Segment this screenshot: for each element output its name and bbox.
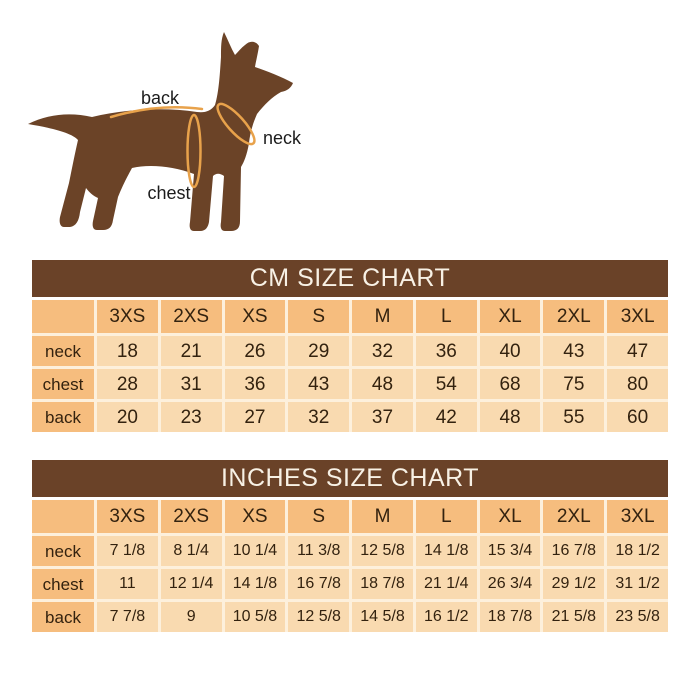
cm-neck-xl-value: 40	[479, 336, 541, 366]
inches-row-label-back: back	[32, 602, 94, 632]
inches-size-chart: INCHES SIZE CHART 3XS 2XS XS S M L XL 2XL 3XL nec…	[32, 460, 668, 632]
cm-back-3xs-value: 20	[97, 402, 158, 432]
cm-size-header-l: L	[415, 300, 477, 333]
inches-size-header-m: M	[352, 500, 413, 533]
cm-back-xl-value: 48	[479, 402, 541, 432]
cm-chest-m-value: 48	[352, 369, 413, 399]
cm-size-header-3xl: 3XL	[607, 300, 668, 333]
inches-neck-2xl-value: 16 7/8	[543, 536, 605, 566]
inches-neck-xl-value: 15 3/4	[479, 536, 541, 566]
chest-measurement-ellipse	[186, 113, 202, 189]
inches-back-xs-value: 10 5/8	[224, 602, 286, 632]
inches-neck-3xs-value: 7 1/8	[97, 536, 158, 566]
cm-size-header-xs: XS	[224, 300, 286, 333]
inches-back-2xl-value: 21 5/8	[543, 602, 605, 632]
inches-chest-2xl-value: 29 1/2	[543, 569, 605, 599]
cm-size-header-2xs: 2XS	[160, 300, 222, 333]
cm-size-header-xl: XL	[479, 300, 541, 333]
neck-measurement-ellipse	[216, 102, 256, 146]
cm-neck-l-value: 36	[415, 336, 477, 366]
dog-silhouette	[28, 32, 293, 231]
inches-back-3xs-value: 7 7/8	[97, 602, 158, 632]
inches-neck-xs-value: 10 1/4	[224, 536, 286, 566]
cm-back-2xl-value: 55	[543, 402, 605, 432]
cm-size-header-s: S	[288, 300, 350, 333]
cm-row-label-neck: neck	[32, 336, 94, 366]
cm-chest-3xs-value: 28	[97, 369, 158, 399]
cm-neck-2xl-value: 43	[543, 336, 605, 366]
inches-neck-m-value: 12 5/8	[352, 536, 413, 566]
inches-corner-cell	[32, 500, 94, 533]
inches-chest-xl-value: 26 3/4	[479, 569, 541, 599]
inches-size-header-xl: XL	[479, 500, 541, 533]
cm-size-chart: CM SIZE CHART 3XS 2XS XS S M L XL 2XL 3XL neck 18 2…	[32, 260, 668, 432]
cm-chest-l-value: 54	[415, 369, 477, 399]
cm-chart-table: 3XS 2XS XS S M L XL 2XL 3XL neck 18 21 26 29 32 36 40 43 4…	[32, 300, 668, 432]
inches-size-header-xs: XS	[224, 500, 286, 533]
cm-neck-m-value: 32	[352, 336, 413, 366]
inches-back-3xl-value: 23 5/8	[607, 602, 668, 632]
inches-chest-m-value: 18 7/8	[352, 569, 413, 599]
inches-size-header-2xl: 2XL	[543, 500, 605, 533]
cm-back-3xl-value: 60	[607, 402, 668, 432]
cm-back-l-value: 42	[415, 402, 477, 432]
cm-chest-s-value: 43	[288, 369, 350, 399]
cm-neck-xs-value: 26	[224, 336, 286, 366]
back-measurement-line	[109, 105, 204, 119]
inches-neck-s-value: 11 3/8	[288, 536, 350, 566]
inches-size-header-3xs: 3XS	[97, 500, 158, 533]
inches-size-header-l: L	[415, 500, 477, 533]
back-label: back	[141, 88, 180, 108]
inches-chart-table: 3XS 2XS XS S M L XL 2XL 3XL neck 7 1/8 8 1/4 10 1/4 1…	[32, 500, 668, 632]
inches-back-xl-value: 18 7/8	[479, 602, 541, 632]
cm-row-label-back: back	[32, 402, 94, 432]
cm-size-header-3xs: 3XS	[97, 300, 158, 333]
cm-chest-3xl-value: 80	[607, 369, 668, 399]
inches-neck-2xs-value: 8 1/4	[160, 536, 222, 566]
inches-chest-3xs-value: 11	[97, 569, 158, 599]
inches-size-header-2xs: 2XS	[160, 500, 222, 533]
inches-chest-l-value: 21 1/4	[415, 569, 477, 599]
inches-size-header-3xl: 3XL	[607, 500, 668, 533]
inches-back-m-value: 14 5/8	[352, 602, 413, 632]
cm-chest-xl-value: 68	[479, 369, 541, 399]
inches-row-label-chest: chest	[32, 569, 94, 599]
inches-chest-xs-value: 14 1/8	[224, 569, 286, 599]
cm-back-xs-value: 27	[224, 402, 286, 432]
cm-chest-xs-value: 36	[224, 369, 286, 399]
inches-back-2xs-value: 9	[160, 602, 222, 632]
cm-neck-3xs-value: 18	[97, 336, 158, 366]
inches-back-s-value: 12 5/8	[288, 602, 350, 632]
cm-size-header-m: M	[352, 300, 413, 333]
inches-chest-s-value: 16 7/8	[288, 569, 350, 599]
cm-chart-title: CM SIZE CHART	[32, 260, 668, 297]
cm-size-header-2xl: 2XL	[543, 300, 605, 333]
chest-label: chest	[147, 183, 190, 203]
inches-chest-2xs-value: 12 1/4	[160, 569, 222, 599]
inches-neck-l-value: 14 1/8	[415, 536, 477, 566]
inches-chest-3xl-value: 31 1/2	[607, 569, 668, 599]
cm-chest-2xs-value: 31	[160, 369, 222, 399]
cm-row-label-chest: chest	[32, 369, 94, 399]
inches-neck-3xl-value: 18 1/2	[607, 536, 668, 566]
cm-chest-2xl-value: 75	[543, 369, 605, 399]
inches-chart-title: INCHES SIZE CHART	[32, 460, 668, 497]
cm-neck-3xl-value: 47	[607, 336, 668, 366]
inches-size-header-s: S	[288, 500, 350, 533]
dog-measurement-diagram: back neck chest	[28, 32, 302, 231]
cm-back-2xs-value: 23	[160, 402, 222, 432]
cm-back-s-value: 32	[288, 402, 350, 432]
cm-neck-2xs-value: 21	[160, 336, 222, 366]
cm-neck-s-value: 29	[288, 336, 350, 366]
cm-back-m-value: 37	[352, 402, 413, 432]
neck-label: neck	[263, 128, 302, 148]
cm-corner-cell	[32, 300, 94, 333]
inches-row-label-neck: neck	[32, 536, 94, 566]
inches-back-l-value: 16 1/2	[415, 602, 477, 632]
